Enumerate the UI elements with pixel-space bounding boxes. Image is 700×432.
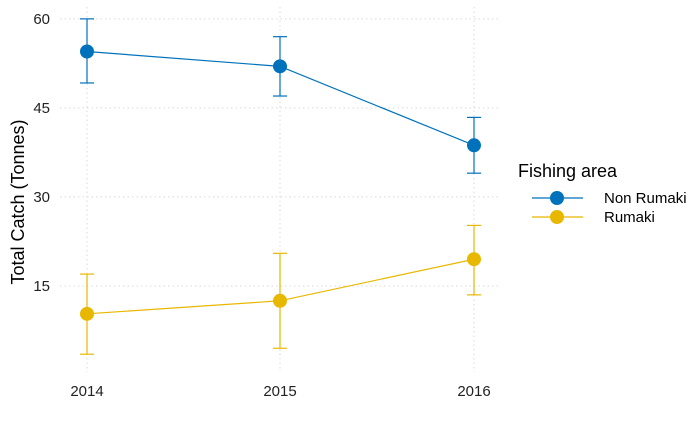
- x-tick-label: 2014: [70, 383, 103, 400]
- y-tick-label: 30: [33, 189, 50, 206]
- grid: [60, 7, 500, 372]
- data-point: [80, 44, 94, 59]
- legend-label: Rumaki: [604, 209, 655, 226]
- x-tick-label: 2015: [263, 383, 296, 400]
- data-point: [467, 252, 481, 267]
- series-layer: [80, 18, 481, 355]
- axis-ticks: 15 30 45 60 2014 2015 2016: [33, 11, 490, 400]
- legend-marker: [550, 210, 564, 224]
- y-tick-label: 15: [33, 278, 50, 295]
- legend-item: Non Rumaki: [532, 190, 687, 207]
- data-point: [273, 59, 287, 74]
- legend-title: Fishing area: [518, 161, 618, 181]
- legend-item: Rumaki: [532, 209, 655, 226]
- y-axis-title: Total Catch (Tonnes): [8, 119, 28, 284]
- legend: Fishing area Non Rumaki Rumaki: [518, 161, 687, 226]
- legend-items: Non Rumaki Rumaki: [532, 190, 687, 226]
- data-point: [467, 138, 481, 153]
- series-non-rumaki: [80, 18, 481, 174]
- y-tick-label: 60: [33, 11, 50, 28]
- legend-marker: [550, 191, 564, 205]
- x-tick-label: 2016: [457, 383, 490, 400]
- series-rumaki: [80, 224, 481, 355]
- data-point: [80, 306, 94, 321]
- y-tick-label: 45: [33, 100, 50, 117]
- legend-label: Non Rumaki: [604, 190, 687, 207]
- data-point: [273, 293, 287, 308]
